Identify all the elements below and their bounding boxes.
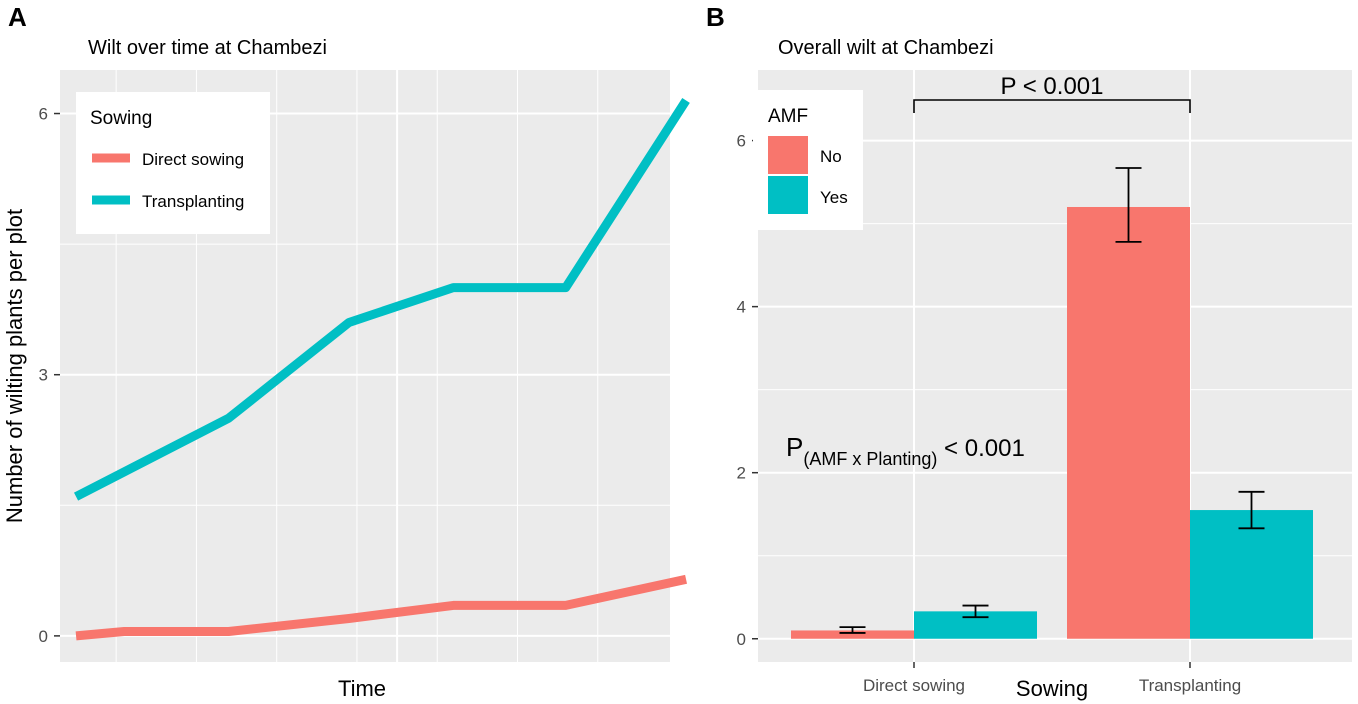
chart-b-y-tick-label: 0	[737, 630, 746, 649]
chart-b-interaction-p-value: P(AMF x Planting) < 0.001	[786, 432, 1025, 469]
chart-a-legend-entry-direct-sowing: Direct sowing	[142, 150, 244, 169]
chart-b-significance-bracket	[913, 99, 1191, 113]
chart-b-legend-entry-yes: Yes	[820, 188, 848, 207]
chart-b-y-tick-label: 2	[737, 464, 746, 483]
chart-b-legend-entry-no: No	[820, 147, 842, 166]
panel-a-label: A	[8, 2, 27, 32]
chart-b-error-bar	[962, 604, 989, 619]
chart-a-legend-entry-transplanting: Transplanting	[142, 192, 244, 211]
chart-b-error-bar	[1115, 167, 1142, 243]
chart-b-y-tick-label: 4	[737, 298, 746, 317]
chart-a-title: Wilt over time at Chambezi	[88, 37, 327, 59]
chart-b-x-tick-label: Transplanting	[1139, 676, 1241, 695]
chart-a-legend: Sowing Direct sowing Transplanting	[76, 92, 270, 234]
chart-b-legend-title: AMF	[768, 106, 808, 127]
chart-a-y-tick-label: 3	[39, 366, 48, 385]
chart-a-line-direct-sowing	[75, 574, 688, 641]
chart-b-bar-direct-sowing-no	[791, 630, 914, 639]
chart-b-error-bar	[1238, 490, 1265, 530]
panel-b-bar-chart: B Overall wilt at Chambezi 0 2 4 6 Direct s…	[706, 2, 1352, 701]
chart-b-x-ticks: Direct sowing Transplanting	[863, 662, 1241, 695]
chart-b-error-bar	[839, 626, 866, 634]
chart-a-legend-box	[76, 92, 270, 234]
chart-b-bar-transplanting-yes	[1190, 510, 1313, 639]
chart-a-series-lines	[73, 98, 690, 641]
chart-a-y-tick-label: 6	[39, 105, 48, 124]
panel-a-line-chart: A Wilt over time at Chambezi 0 3 6 Number …	[2, 2, 690, 701]
chart-b-x-tick-label: Direct sowing	[863, 676, 965, 695]
chart-b-bar-transplanting-no	[1067, 206, 1190, 639]
chart-b-title: Overall wilt at Chambezi	[778, 37, 994, 59]
chart-b-bars	[791, 206, 1313, 639]
chart-b-error-bars	[839, 167, 1265, 634]
chart-a-y-tick-label: 0	[39, 627, 48, 646]
chart-b-x-axis-label: Sowing	[1016, 676, 1088, 701]
chart-b-legend-key-yes	[768, 176, 808, 214]
chart-b-y-tick-label: 6	[737, 132, 746, 151]
chart-a-y-axis-label: Number of wilting plants per plot	[2, 209, 27, 523]
chart-b-legend-key-no	[768, 136, 808, 174]
chart-a-y-ticks: 0 3 6	[39, 105, 60, 646]
chart-a-x-axis-label: Time	[338, 676, 386, 701]
chart-b-bracket-p-value: P < 0.001	[1001, 73, 1104, 100]
chart-a-legend-title: Sowing	[90, 108, 152, 129]
panel-b-label: B	[706, 2, 725, 32]
chart-b-legend: AMF No Yes	[753, 90, 863, 230]
chart-a-line-transplanting	[73, 98, 690, 501]
